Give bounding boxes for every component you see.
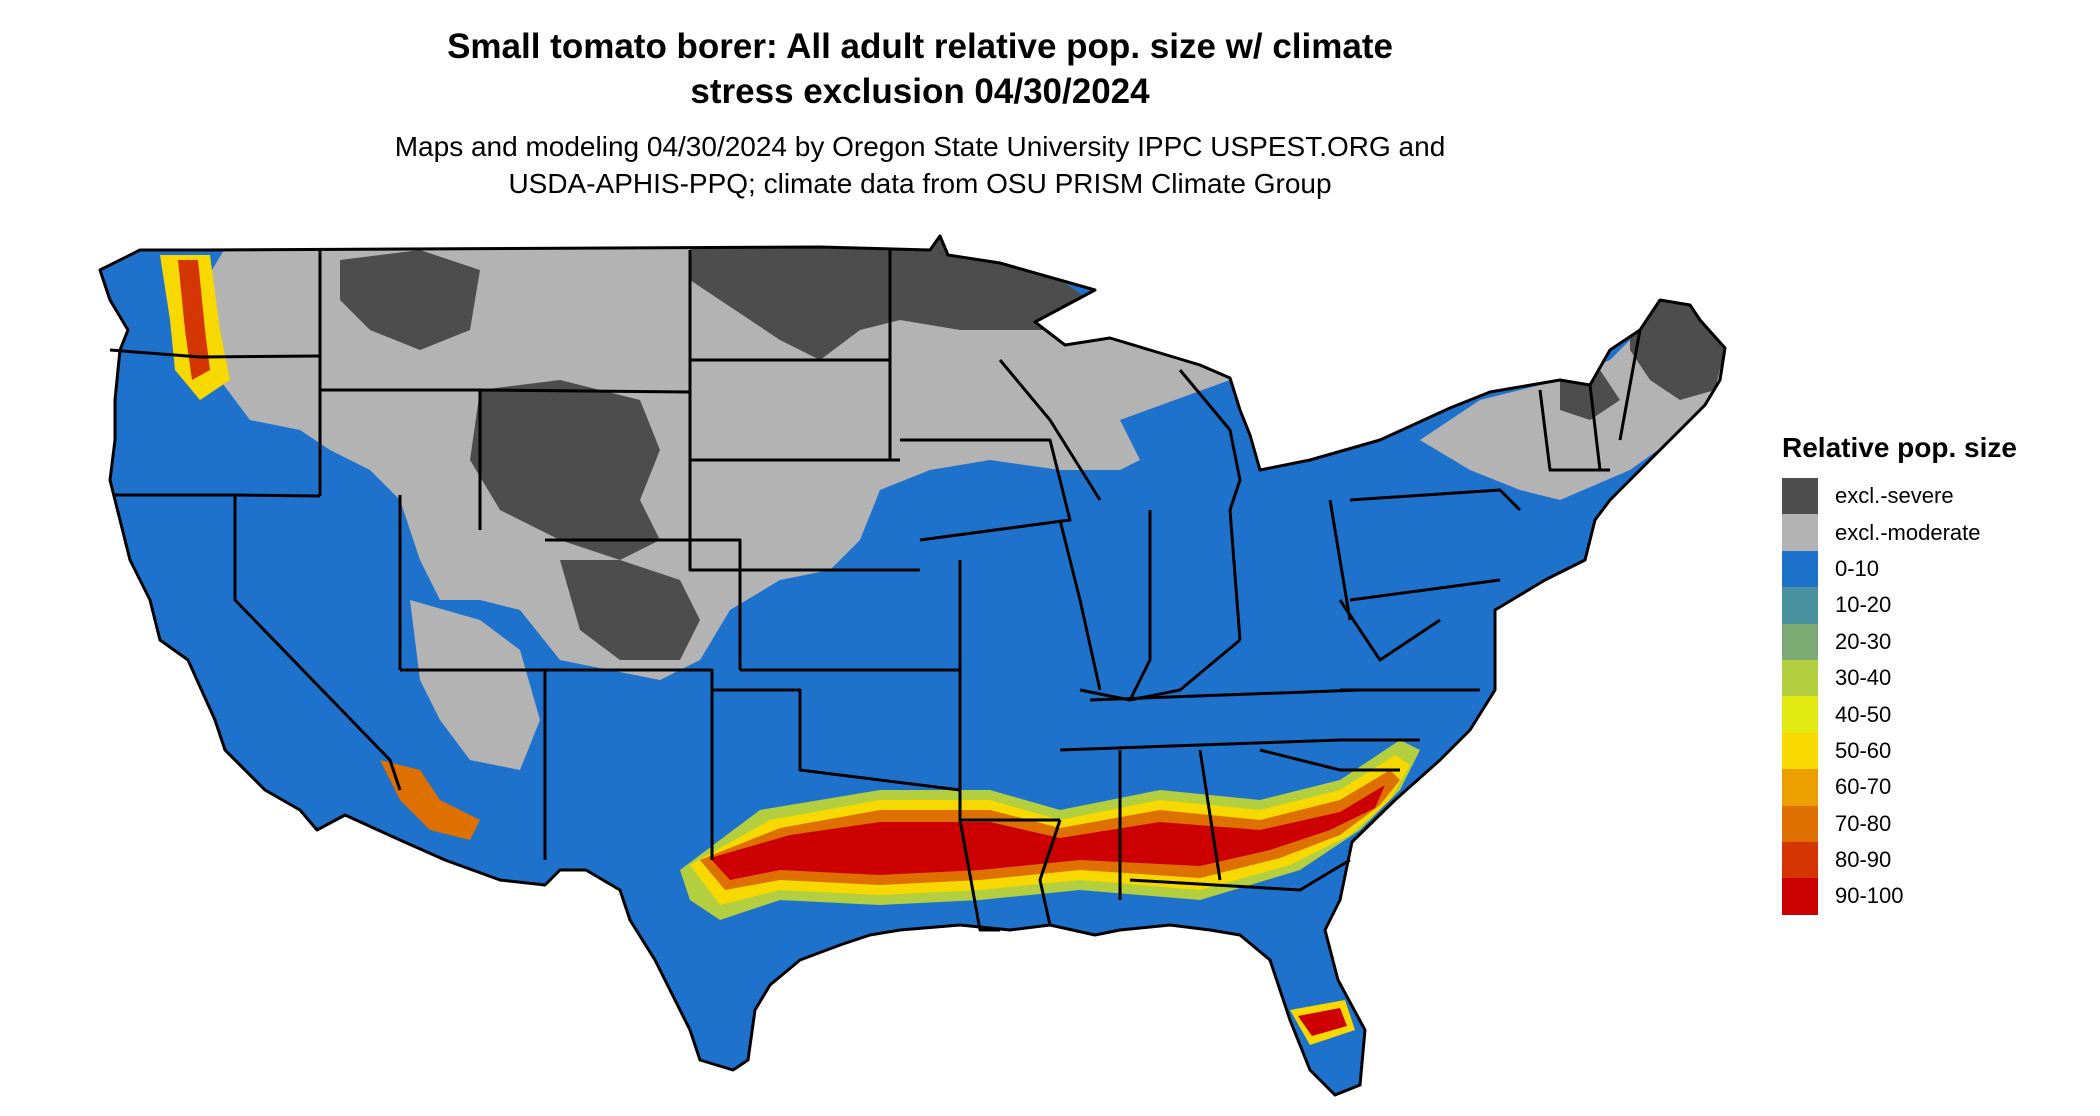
legend-swatch <box>1782 696 1818 733</box>
border-or-ca-nv-id <box>115 493 321 498</box>
border-ny-ne <box>1538 389 1610 472</box>
legend-label: 80-90 <box>1835 847 1892 873</box>
legend-label: 10-20 <box>1835 592 1892 618</box>
legend-swatch <box>1782 769 1818 806</box>
border-tn-south <box>1059 738 1420 752</box>
legend-item-excl-moderate: excl.-moderate <box>1782 514 2017 551</box>
border-nd-sd-ne-ks <box>688 250 740 572</box>
legend-label: 70-80 <box>1835 810 1892 836</box>
legend-label: 20-30 <box>1835 628 1892 654</box>
legend-swatch <box>1782 805 1818 842</box>
border-pa-south <box>1349 578 1501 602</box>
legend-label: 40-50 <box>1835 701 1892 727</box>
map-subtitle: Maps and modeling 04/30/2024 by Oregon S… <box>300 128 1540 202</box>
legend-item-70-80: 70-80 <box>1782 805 2017 842</box>
legend-item-60-70: 60-70 <box>1782 769 2017 806</box>
legend-item-50-60: 50-60 <box>1782 732 2017 770</box>
map-subtitle-line-1: Maps and modeling 04/30/2024 by Oregon S… <box>394 131 1446 162</box>
map-title-line-2: stress exclusion 04/30/2024 <box>690 72 1150 111</box>
legend-swatch <box>1782 587 1818 624</box>
zone-excl-moderate-north <box>200 240 1140 680</box>
legend-label: 30-40 <box>1835 665 1892 691</box>
zone-very-high-south-texas <box>830 1035 868 1066</box>
border-la-ms <box>1038 819 1062 926</box>
legend-item-20-30: 20-30 <box>1782 623 2017 660</box>
legend-label: 90-100 <box>1835 883 1904 909</box>
legend-label: 0-10 <box>1835 555 1880 581</box>
legend-label: excl.-moderate <box>1835 519 1981 545</box>
border-mo-east <box>1058 519 1102 691</box>
zone-high-south-texas <box>820 1025 875 1075</box>
border-wa-or <box>109 348 321 359</box>
legend-item-30-40: 30-40 <box>1782 659 2017 697</box>
border-nm-tx <box>545 668 714 860</box>
zone-very-high-south-florida <box>1298 1008 1347 1036</box>
zone-excl-severe-maine <box>1630 300 1725 400</box>
legend-swatch <box>1782 659 1818 697</box>
legend-label: 50-60 <box>1835 737 1892 763</box>
map-subtitle-line-2: USDA-APHIS-PPQ; climate data from OSU PR… <box>508 168 1332 199</box>
legend-swatch <box>1782 732 1818 770</box>
border-ky-tn <box>1089 688 1361 702</box>
zone-very-high-cascades <box>178 260 210 380</box>
legend-title: Relative pop. size <box>1782 432 2017 463</box>
legend-item-10-20: 10-20 <box>1782 587 2017 624</box>
legend-items: excl.-severe excl.-moderate 0-10 10-20 2… <box>1782 478 2017 915</box>
border-ok-tx <box>712 688 961 792</box>
legend: Relative pop. size excl.-severe excl.-mo… <box>1782 432 2017 915</box>
border-al-ga <box>1198 749 1222 881</box>
zone-excl-severe-wyoming <box>470 380 660 560</box>
zone-excl-severe-montana <box>340 250 480 350</box>
legend-swatch <box>1782 623 1818 660</box>
border-wi-mi <box>998 359 1102 501</box>
legend-label: 60-70 <box>1835 774 1892 800</box>
zone-excl-severe-rockies <box>560 560 700 660</box>
legend-item-90-100: 90-100 <box>1782 878 2017 915</box>
border-co <box>545 538 742 670</box>
border-ca-nv <box>233 495 402 791</box>
legend-swatch <box>1782 878 1818 915</box>
border-oh-pa <box>1328 499 1352 621</box>
zone-excl-moderate-southwest <box>410 600 540 770</box>
border-ar-la <box>958 819 1000 932</box>
legend-swatch <box>1782 550 1818 588</box>
border-vt-nh <box>1588 384 1602 471</box>
border-pa-ny <box>1349 488 1522 512</box>
legend-swatch <box>1782 841 1818 879</box>
border-nc-sc <box>1259 748 1400 772</box>
border-me-nh <box>1618 329 1642 441</box>
border-wv <box>1338 599 1441 662</box>
map-title-line-1: Small tomato borer: All adult relative p… <box>447 27 1393 66</box>
legend-item-excl-severe: excl.-severe <box>1782 478 2017 515</box>
zone-high-arizona <box>380 760 480 840</box>
border-in-oh <box>1228 509 1242 641</box>
legend-item-80-90: 80-90 <box>1782 841 2017 879</box>
country-outline <box>98 234 1727 1097</box>
legend-item-40-50: 40-50 <box>1782 696 2017 733</box>
map-title: Small tomato borer: All adult relative p… <box>300 24 1540 114</box>
border-il-in <box>1128 510 1152 701</box>
legend-item-0-10: 0-10 <box>1782 550 2017 588</box>
legend-swatch <box>1782 514 1818 551</box>
border-ia <box>900 438 1072 542</box>
border-ga-fl <box>1129 858 1351 892</box>
legend-label: excl.-severe <box>1835 483 1954 509</box>
border-michigan-lower <box>1178 369 1242 511</box>
border-il-ky <box>1079 638 1241 702</box>
legend-swatch <box>1782 478 1818 515</box>
state-borders <box>98 234 1727 1097</box>
